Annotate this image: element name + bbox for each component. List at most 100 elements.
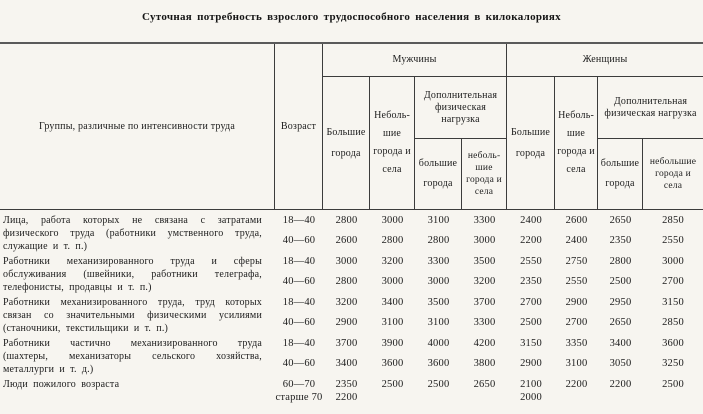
header-men-big-cities: Боль­шие города (323, 77, 370, 209)
value-cell: 3100 (381, 316, 404, 328)
value-cell: 2800 (609, 256, 632, 267)
header-women-small-cities-villages: Неболь­шие города и села (555, 77, 598, 209)
value-cell: 2400 (520, 215, 542, 226)
value-cell: 2000 (520, 392, 542, 403)
value-cell: 2950 (609, 297, 632, 308)
table-header: Группы, различные по интенсивности труда… (0, 42, 703, 210)
value-cell: 4200 (473, 338, 496, 349)
value-cell: 3600 (427, 357, 450, 369)
value-cell: 2200 (609, 379, 632, 390)
value-cell: 2500 (662, 379, 684, 390)
age-cell: 40—60 (282, 357, 316, 369)
header-men-extra-big-cities: большие города (415, 139, 462, 209)
value-cell: 3100 (565, 357, 588, 369)
value-cell: 3300 (473, 215, 496, 226)
value-cell: 2900 (565, 297, 588, 308)
value-cell: 3000 (335, 256, 358, 267)
value-cell: 3000 (662, 256, 684, 267)
value-cell: 2800 (427, 234, 450, 246)
value-cell: 2650 (609, 316, 632, 328)
value-cell: 2500 (427, 379, 450, 390)
group-label: Лица, работа которых не связана с затрат… (3, 215, 262, 252)
value-cell: 3500 (427, 297, 450, 308)
value-cell: 3500 (473, 256, 496, 267)
value-cell: 3050 (609, 357, 632, 369)
header-women-big-cities: Большие города (507, 77, 555, 209)
value-cell: 2900 (335, 316, 358, 328)
value-cell: 2100 (520, 379, 542, 390)
value-cell: 3900 (381, 338, 404, 349)
value-cell: 3300 (473, 316, 496, 328)
value-cell: 2800 (381, 234, 404, 246)
value-cell: 3000 (381, 215, 404, 226)
value-cell: 3100 (427, 316, 450, 328)
header-age-column: Возраст (275, 44, 323, 209)
value-cell: 3250 (662, 357, 684, 369)
age-cell: 40—60 (282, 234, 316, 246)
header-men-section: Мужчины (323, 44, 507, 77)
value-cell: 3000 (473, 234, 496, 246)
value-cell: 2650 (473, 379, 496, 390)
header-groups-column: Группы, различные по интенсивности труда (0, 44, 275, 209)
group-label: Люди пожилого возраста (3, 379, 120, 390)
value-cell: 3700 (473, 297, 496, 308)
value-cell: 3150 (662, 297, 684, 308)
value-cell: 2550 (520, 256, 542, 267)
value-cell: 3700 (335, 338, 358, 349)
value-cell: 3150 (520, 338, 542, 349)
group-label: Работники механизированного труда, труд … (3, 297, 262, 334)
value-cell: 3600 (381, 357, 404, 369)
value-cell: 3800 (473, 357, 496, 369)
value-cell: 3350 (565, 338, 588, 349)
value-cell: 2750 (565, 256, 588, 267)
value-cell: 3000 (381, 275, 404, 287)
value-cell: 2350 (609, 234, 632, 246)
value-cell: 2500 (381, 379, 404, 390)
value-cell: 2800 (335, 275, 358, 287)
value-cell: 3400 (609, 338, 632, 349)
age-cell: 18—40 (282, 338, 316, 349)
value-cell: 2800 (335, 215, 358, 226)
value-cell: 3200 (335, 297, 358, 308)
header-men-extra-physical-load: Дополнительная физическая нагрузка (415, 77, 507, 139)
value-cell: 3400 (381, 297, 404, 308)
age-cell: 18—40 (282, 256, 316, 267)
header-women-extra-big-cities: большие города (598, 139, 643, 209)
table-row-group: Работники механизированного труда, труд … (0, 296, 703, 335)
group-label: Работники частично механизированного тру… (3, 338, 262, 375)
value-cell: 2550 (565, 275, 588, 287)
value-cell: 3100 (427, 215, 450, 226)
value-cell: 2850 (662, 316, 684, 328)
calorie-table: Группы, различные по интенсивности труда… (0, 42, 703, 404)
value-cell: 2700 (662, 275, 684, 287)
table-row-group: Лица, работа которых не связана с затрат… (0, 214, 703, 253)
table-row-group: Работники частично механизированного тру… (0, 337, 703, 376)
value-cell: 3300 (427, 256, 450, 267)
value-cell: 2500 (520, 316, 542, 328)
age-cell: 18—40 (282, 297, 316, 308)
value-cell: 2200 (520, 234, 542, 246)
value-cell: 2700 (565, 316, 588, 328)
value-cell: 2200 (565, 379, 588, 390)
value-cell: 2700 (520, 297, 542, 308)
header-women-extra-physical-load: Дополнительная физическая нагрузка (598, 77, 703, 139)
header-women-extra-small-cities-villages: неболь­шие города и села (649, 157, 697, 191)
value-cell: 4000 (427, 338, 450, 349)
table-row-group: Работники механизированного труда и сфер… (0, 255, 703, 294)
value-cell: 3200 (473, 275, 496, 287)
value-cell: 2500 (609, 275, 632, 287)
value-cell: 2400 (565, 234, 588, 246)
age-cell: 40—60 (282, 316, 316, 328)
value-cell: 2550 (662, 234, 684, 246)
value-cell: 3600 (662, 338, 684, 349)
age-cell: старше 70 (275, 392, 323, 403)
table-title: Суточная потребность взрослого трудоспос… (142, 11, 561, 23)
value-cell: 2600 (565, 215, 588, 226)
value-cell: 2900 (520, 357, 542, 369)
table-row-group: Люди пожилого возраста 60—70 2350 2500 2500 2… (0, 378, 703, 404)
value-cell: 2650 (609, 215, 632, 226)
header-women-section: Женщины (507, 44, 703, 77)
value-cell: 2350 (335, 379, 358, 390)
header-men-extra-small-cities-villages: неболь­шие города и села (462, 139, 507, 209)
